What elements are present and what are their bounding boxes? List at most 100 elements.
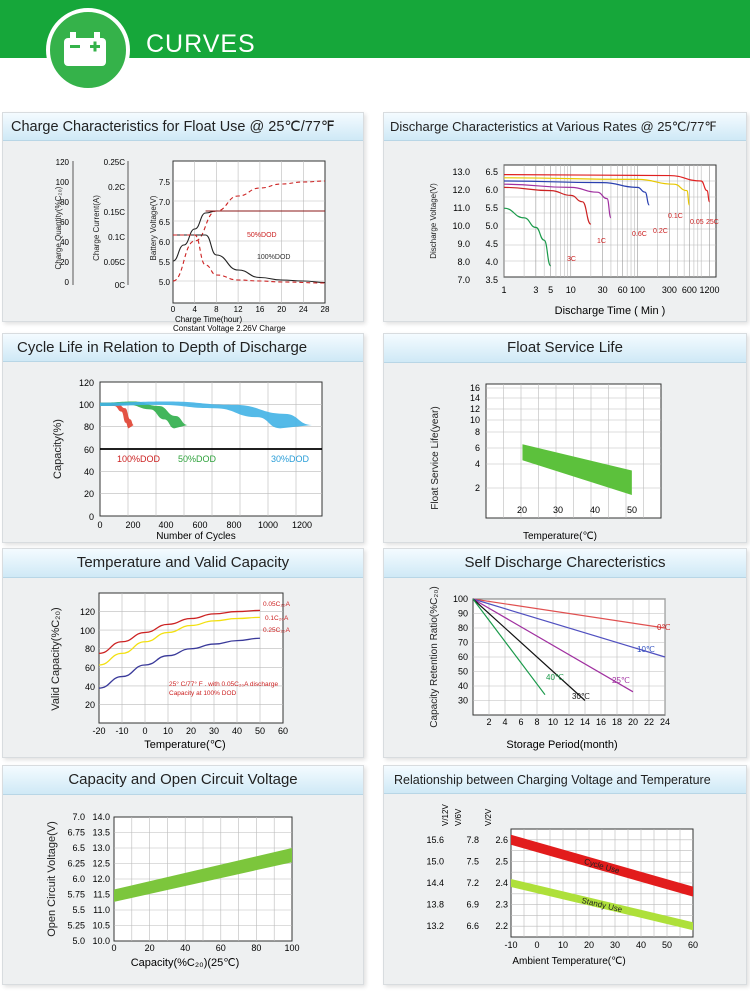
temp-label: 0℃ [657,623,670,632]
x-axis-label: Number of Cycles [156,531,235,542]
tick-label: 4 [502,717,507,727]
dod-label: 30%DOD [271,454,310,464]
x-tick-labels: -10 0 10 20 30 40 50 60 [504,940,698,950]
cycle-life-chart: Capacity(%) 120 100 80 60 40 20 0 0 200 … [52,378,323,542]
tick-label: 7.0 [457,275,470,285]
tick-label: 5.5 [159,258,171,267]
tick-label: 2.5 [495,856,508,866]
tick-label: 15.0 [426,856,444,866]
tick-label: 0.15C [104,208,126,217]
tick-label: 5.0 [485,221,498,231]
tick-label: 200 [125,520,140,530]
tick-label: 5.25 [67,921,85,931]
tick-label: 24 [299,305,308,314]
series-label: 0.25C₂₀A [263,627,291,634]
voltage-axis-label: Battery Voltage(V) [149,195,158,260]
tick-label: 3.5 [485,275,498,285]
tick-label: 0.05C [104,258,126,267]
tick-label: 0 [65,278,70,287]
tick-label: 30 [553,505,563,515]
temp-capacity-panel: Temperature and Valid Capacity Valid Cap… [2,548,364,758]
tick-label: -10 [115,726,128,736]
battery-icon [64,32,106,66]
tick-label: 100 [79,400,94,410]
y-axis-label: Float Service Life(year) [430,406,441,509]
tick-label: 20 [628,717,638,727]
tick-label: 60 [216,943,226,953]
series-line [98,609,261,655]
tick-label: 13.8 [426,900,444,910]
rate-label: 25C [706,219,719,226]
tick-label: 30 [458,696,468,706]
tick-label: 80 [85,644,95,654]
tick-label: 10.0 [452,221,470,231]
self-discharge-chart: Capacity Retention Ratio(%C₂₀) 100 90 80 70… [429,586,670,751]
tick-label: 50 [662,940,672,950]
dod-label: 50%DOD [178,454,217,464]
tick-label: 0 [111,943,116,953]
tick-label: 6.0 [485,185,498,195]
ocv-band [114,848,292,902]
tick-label: 7.5 [466,856,479,866]
plot-lines [98,609,261,689]
charge-note: Constant Voltage 2.26V Charge [173,324,286,333]
tick-label: 28 [321,305,330,314]
x-axis-label: Temperature(℃) [144,739,225,751]
tick-label: 60 [688,940,698,950]
battery-badge [46,8,130,92]
column-label-12v: V/12V [441,804,450,826]
y-tick-labels: 7.0 14.0 6.75 13.5 6.5 13.0 6.25 12.5 6.0 12.0 5.7… [67,812,110,946]
y-axis-label: Capacity Retention Ratio(%C₂₀) [429,586,440,727]
tick-label: 0 [89,512,94,522]
tick-label: 40 [636,940,646,950]
tick-label: 20 [517,505,527,515]
tick-label: 300 [662,285,677,295]
tick-label: 120 [80,607,95,617]
tick-label: 100 [630,285,645,295]
tick-label: 600 [192,520,207,530]
x-tick-labels: 1 3 5 10 30 60 100 300 600 1200 [501,285,719,295]
x-axis-label: Charge Time(hour) [175,315,242,324]
tick-label: 10 [548,717,558,727]
float-charge-chart: Charge Quantity(%C₂₀) Charge Current(A) … [54,158,330,333]
page-title: CURVES [146,30,256,58]
dod-100-label: 100%DOD [257,254,290,261]
tick-label: 120 [56,158,70,167]
tick-label: 0C [115,281,125,290]
panel-title: Capacity and Open Circuit Voltage [3,766,363,795]
tick-label: 100 [80,626,95,636]
voltage-band [511,834,693,897]
temp-label: 30℃ [572,692,590,701]
tick-label: 11.5 [93,890,110,900]
self-discharge-panel: Self Discharge Charecteristics Capacity … [383,548,747,758]
tick-label: 10 [470,415,480,425]
temp-label: 10℃ [637,645,655,654]
tick-label: 16 [470,383,480,393]
tick-label: 100 [453,594,468,604]
column-label-2v: V/2V [484,808,493,826]
tick-label: 20 [277,305,286,314]
tick-label: 10 [163,726,173,736]
tick-label: 60 [278,726,288,736]
tick-label: 60 [85,663,95,673]
tick-label: 4 [192,305,197,314]
tick-label: 12.0 [92,874,110,884]
y-tick-labels: 15.6 7.8 2.6 15.0 7.5 2.5 14.4 7.2 2.4 13.8 6.9 2.3… [426,835,508,931]
tick-label: 6.6 [466,921,479,931]
tick-label: 50 [255,726,265,736]
tick-label: 30 [598,285,608,295]
tick-label: 5.0 [72,936,85,946]
series-line [472,598,546,696]
y-axis-label: Valid Capacity(%C₂₀) [50,607,62,710]
x-axis-label: Ambient Temperature(℃) [512,956,625,967]
float-charge-panel: Charge Characteristics for Float Use @ 2… [2,112,364,333]
y-tick-labels: 100 90 80 70 60 50 40 30 [453,594,468,706]
dod-band [100,402,134,429]
tick-label: 2.3 [495,900,508,910]
tick-label: 2 [475,483,480,493]
series-line [503,177,691,206]
tick-label: 6.25 [67,859,85,869]
rate-label: 3C [567,256,576,263]
tick-label: 11.0 [93,905,110,915]
